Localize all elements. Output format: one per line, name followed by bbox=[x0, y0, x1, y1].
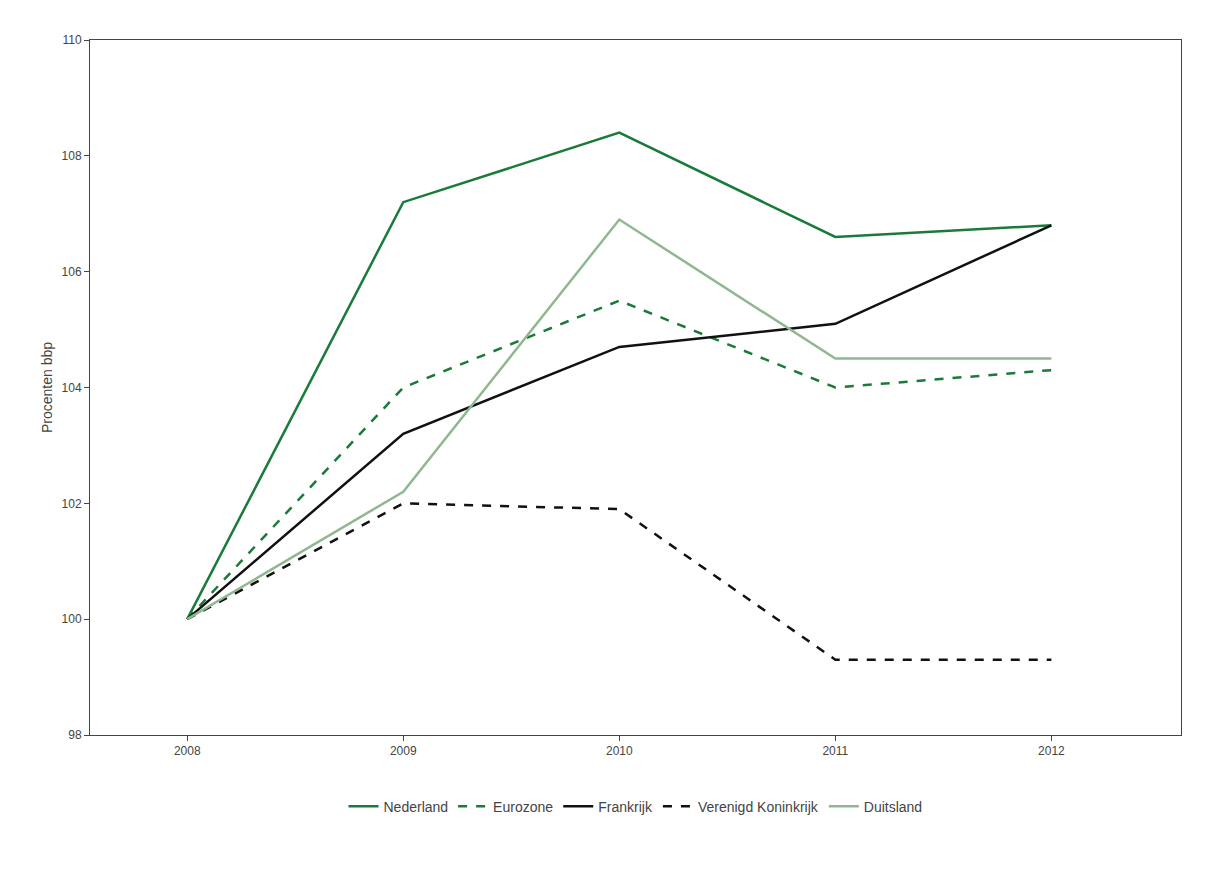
svg-text:Frankrijk: Frankrijk bbox=[598, 799, 653, 815]
svg-text:Eurozone: Eurozone bbox=[493, 799, 553, 815]
svg-text:Procenten bbp: Procenten bbp bbox=[39, 342, 55, 433]
svg-text:2011: 2011 bbox=[822, 744, 848, 758]
svg-text:110: 110 bbox=[62, 33, 81, 47]
svg-text:Nederland: Nederland bbox=[384, 799, 449, 815]
svg-text:106: 106 bbox=[62, 265, 82, 279]
svg-text:2012: 2012 bbox=[1038, 744, 1065, 758]
svg-text:104: 104 bbox=[62, 381, 82, 395]
svg-text:2010: 2010 bbox=[606, 744, 633, 758]
svg-text:2008: 2008 bbox=[174, 744, 201, 758]
svg-text:98: 98 bbox=[68, 728, 82, 742]
svg-text:Verenigd Koninkrijk: Verenigd Koninkrijk bbox=[698, 799, 819, 815]
svg-text:Duitsland: Duitsland bbox=[864, 799, 922, 815]
svg-text:2009: 2009 bbox=[390, 744, 417, 758]
svg-text:108: 108 bbox=[62, 149, 82, 163]
svg-text:102: 102 bbox=[62, 497, 82, 511]
svg-text:100: 100 bbox=[62, 612, 82, 626]
